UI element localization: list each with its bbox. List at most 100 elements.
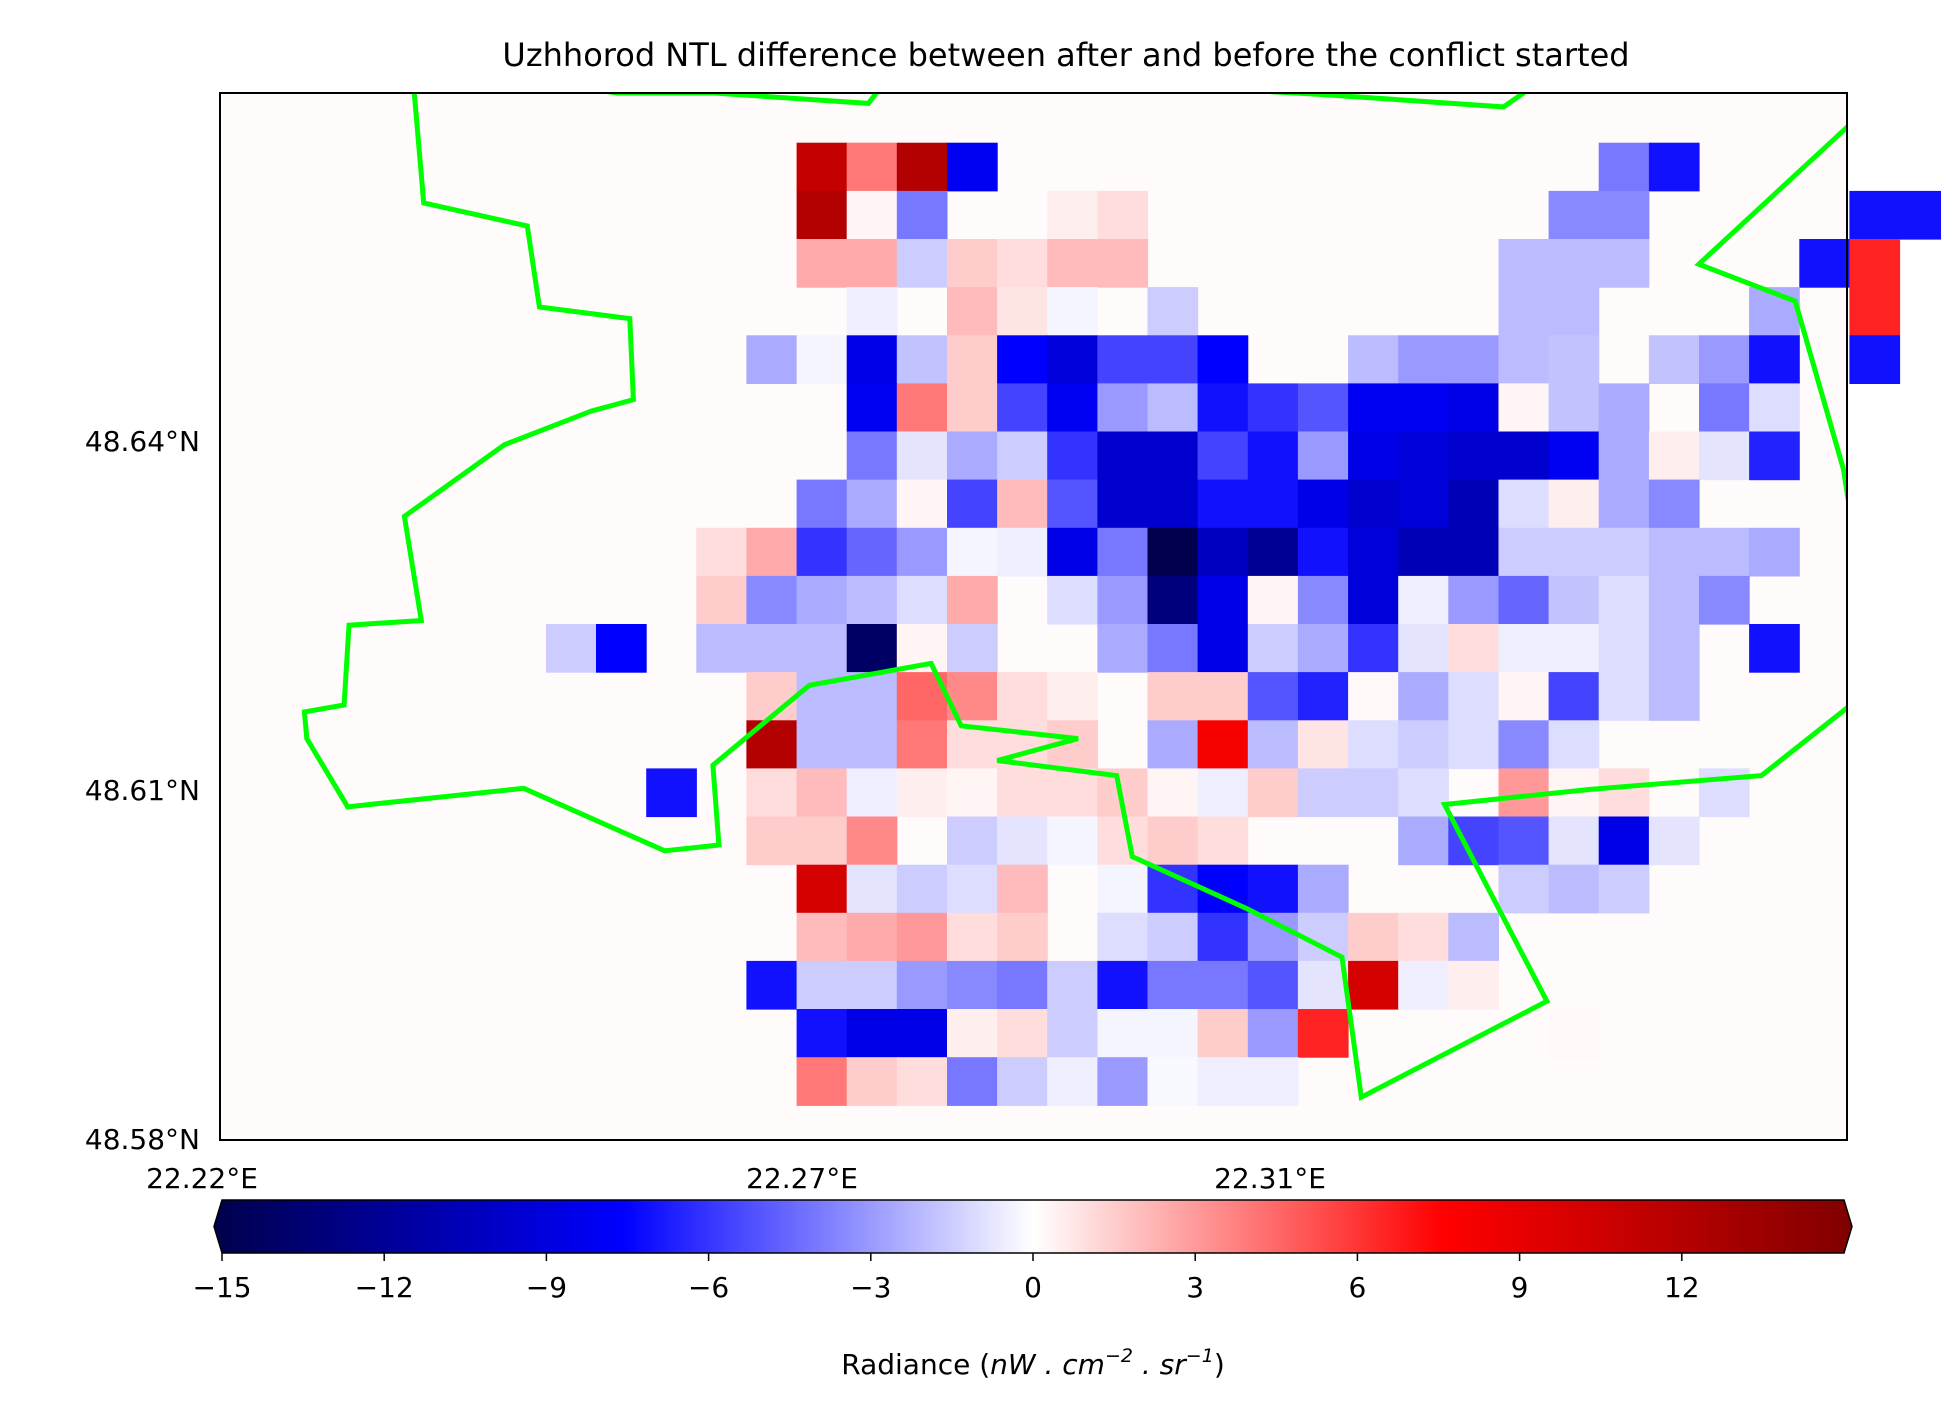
heatmap-cell bbox=[1147, 960, 1199, 1010]
heatmap-cell bbox=[1498, 287, 1550, 336]
heatmap-cell bbox=[1548, 864, 1600, 914]
heatmap-cell bbox=[846, 287, 898, 336]
heatmap-cell bbox=[846, 479, 898, 529]
heatmap-cell bbox=[1297, 1009, 1349, 1058]
heatmap-cell bbox=[947, 142, 998, 192]
heatmap-cell bbox=[1147, 816, 1199, 866]
heatmap-cell bbox=[1147, 672, 1199, 721]
heatmap-cell bbox=[1799, 239, 1850, 288]
heatmap-cell bbox=[1849, 190, 1901, 240]
heatmap-cell bbox=[1498, 816, 1550, 866]
heatmap-cell bbox=[1598, 479, 1650, 529]
heatmap-cell bbox=[1147, 287, 1199, 336]
heatmap-cell bbox=[1548, 720, 1600, 769]
heatmap-cell bbox=[1047, 335, 1098, 384]
heatmap-cell bbox=[1297, 575, 1349, 625]
heatmap-cell bbox=[1398, 431, 1449, 481]
heatmap-cell bbox=[997, 431, 1048, 481]
heatmap-cell bbox=[1247, 479, 1299, 529]
heatmap-cell bbox=[997, 335, 1048, 384]
colorbar: −15 −12 −9 −6 −3 0 3 6 9 12 Radiance (nW . cm−2 .… bbox=[192, 1199, 1853, 1381]
heatmap-cell bbox=[1598, 575, 1650, 625]
heatmap-cell bbox=[746, 624, 798, 673]
heatmap-cell bbox=[1047, 1009, 1098, 1058]
heatmap-cell bbox=[1398, 575, 1449, 625]
heatmap-cell bbox=[1749, 335, 1800, 384]
heatmap-cell bbox=[1047, 768, 1098, 818]
colorbar-tick-label: 9 bbox=[1511, 1271, 1529, 1304]
heatmap-cell bbox=[1548, 239, 1600, 288]
heatmap-cell bbox=[1749, 383, 1800, 433]
heatmap-cell bbox=[1548, 335, 1600, 384]
plot-frame bbox=[219, 92, 1848, 1141]
heatmap-cell bbox=[1498, 527, 1550, 577]
heatmap-cell bbox=[1197, 768, 1249, 818]
heatmap-cell bbox=[545, 624, 597, 673]
heatmap-cell bbox=[796, 768, 848, 818]
heatmap-cell bbox=[796, 575, 848, 625]
heatmap-cell bbox=[997, 816, 1048, 866]
heatmap-cell bbox=[1097, 864, 1149, 914]
heatmap-cell bbox=[1448, 624, 1499, 673]
heatmap-cell bbox=[1247, 624, 1299, 673]
heatmap-cell bbox=[1247, 720, 1299, 769]
heatmap-cell bbox=[1147, 768, 1199, 818]
heatmap-cell bbox=[1699, 431, 1750, 481]
heatmap-cell bbox=[796, 864, 848, 914]
heatmap-cell bbox=[796, 239, 848, 288]
heatmap-cell bbox=[1398, 527, 1449, 577]
heatmap-cell bbox=[1097, 431, 1149, 481]
heatmap-cell bbox=[846, 431, 898, 481]
heatmap-cell bbox=[1699, 575, 1750, 625]
heatmap-cell bbox=[1147, 479, 1199, 529]
heatmap-cell bbox=[1849, 335, 1901, 384]
heatmap-cell bbox=[746, 527, 798, 577]
heatmap-cell bbox=[1398, 720, 1449, 769]
colorbar-tick-label: 3 bbox=[1186, 1271, 1204, 1304]
heatmap-cell bbox=[947, 768, 998, 818]
heatmap-cell bbox=[1348, 672, 1399, 721]
heatmap-cell bbox=[1849, 239, 1901, 288]
heatmap-cell bbox=[1598, 190, 1650, 240]
heatmap-cell bbox=[1247, 527, 1299, 577]
heatmap-cell bbox=[947, 1057, 998, 1106]
heatmap-cell bbox=[1197, 431, 1249, 481]
heatmap-cell bbox=[1498, 239, 1550, 288]
heatmap-cell bbox=[1348, 575, 1399, 625]
heatmap-cell bbox=[746, 335, 798, 384]
heatmap-cell bbox=[1247, 431, 1299, 481]
heatmap-cell bbox=[746, 816, 798, 866]
heatmap-cell bbox=[796, 335, 848, 384]
heatmap-cell bbox=[1598, 431, 1650, 481]
heatmap-cell bbox=[896, 960, 948, 1010]
heatmap-cell bbox=[1047, 672, 1098, 721]
heatmap-cell bbox=[947, 527, 998, 577]
heatmap-cell bbox=[796, 527, 848, 577]
heatmap-cell bbox=[1297, 383, 1349, 433]
heatmap-cell bbox=[746, 575, 798, 625]
heatmap-cell bbox=[796, 142, 848, 192]
x-tick-label: 22.31°E bbox=[1214, 1162, 1326, 1195]
heatmap-cell bbox=[1197, 1009, 1249, 1058]
heatmap-cell bbox=[1247, 864, 1299, 914]
heatmap-cell bbox=[846, 768, 898, 818]
heatmap-cell bbox=[1197, 479, 1249, 529]
colorbar-tick-label: −12 bbox=[355, 1271, 414, 1304]
heatmap-cell bbox=[1348, 335, 1399, 384]
heatmap-cell bbox=[997, 864, 1048, 914]
heatmap-cell bbox=[1598, 239, 1650, 288]
heatmap-cell bbox=[1097, 1057, 1149, 1106]
heatmap-cell bbox=[1197, 1057, 1249, 1106]
heatmap-cell bbox=[947, 575, 998, 625]
heatmap-cell bbox=[1648, 672, 1700, 721]
heatmap-cell bbox=[1448, 960, 1499, 1010]
heatmap-cell bbox=[1197, 720, 1249, 769]
colorbar-label-math: nW . cm bbox=[990, 1348, 1105, 1381]
heatmap-cell bbox=[1598, 864, 1650, 914]
heatmap-cell bbox=[1348, 624, 1399, 673]
heatmap-cell bbox=[1047, 527, 1098, 577]
heatmap-cell bbox=[796, 1057, 848, 1106]
x-tick-label: 22.27°E bbox=[746, 1162, 858, 1195]
heatmap-cell bbox=[1498, 335, 1550, 384]
heatmap-cell bbox=[1247, 1009, 1299, 1058]
